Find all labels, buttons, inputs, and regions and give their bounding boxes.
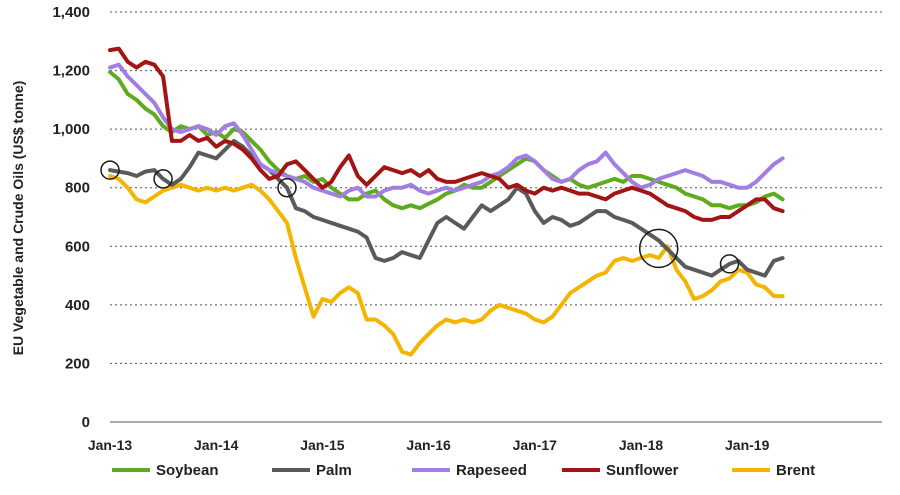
series-layer bbox=[108, 46, 785, 357]
y-tick-label: 1,200 bbox=[52, 63, 90, 80]
x-tick-label: Jan-13 bbox=[88, 437, 133, 453]
y-tick-label: 600 bbox=[65, 238, 90, 255]
highlight-circle bbox=[277, 177, 297, 198]
y-tick-label: 400 bbox=[65, 297, 90, 314]
highlight-circle bbox=[719, 254, 740, 274]
legend: Soybean Palm Rapeseed Sunflower Brent bbox=[112, 462, 815, 479]
x-axis: Jan-13 Jan-14 Jan-15 Jan-16 Jan-17 Jan-18 Jan-… bbox=[88, 421, 882, 453]
series-line-soybean bbox=[108, 70, 785, 211]
highlight-circle bbox=[638, 228, 679, 269]
legend-label-rapeseed: Rapeseed bbox=[456, 462, 527, 479]
legend-label-palm: Palm bbox=[316, 462, 352, 479]
y-tick-label: 0 bbox=[82, 414, 90, 431]
series-line-sunflower bbox=[108, 46, 785, 222]
y-tick-label: 800 bbox=[65, 180, 90, 197]
highlight-circle bbox=[100, 160, 120, 180]
series-line-rapeseed bbox=[108, 62, 785, 199]
x-tick-label: Jan-15 bbox=[300, 437, 345, 453]
x-tick-label: Jan-16 bbox=[406, 437, 451, 453]
x-tick-label: Jan-14 bbox=[194, 437, 239, 453]
y-tick-label: 1,000 bbox=[52, 121, 90, 138]
legend-label-sunflower: Sunflower bbox=[606, 462, 679, 479]
y-axis-label: EU Vegetable and Crude Oils (US$ tonne) bbox=[10, 81, 26, 356]
y-axis: 0 200 400 600 800 1,000 1,200 1,400 bbox=[52, 4, 90, 431]
legend-label-soybean: Soybean bbox=[156, 462, 219, 479]
highlight-circle bbox=[153, 169, 173, 189]
legend-label-brent: Brent bbox=[776, 462, 815, 479]
series-line-palm bbox=[108, 138, 785, 278]
annotation-layer bbox=[100, 160, 740, 274]
y-tick-label: 1,400 bbox=[52, 4, 90, 21]
y-tick-label: 200 bbox=[65, 355, 90, 372]
x-tick-label: Jan-18 bbox=[619, 437, 664, 453]
x-tick-label: Jan-17 bbox=[513, 437, 558, 453]
x-tick-label: Jan-19 bbox=[725, 437, 770, 453]
